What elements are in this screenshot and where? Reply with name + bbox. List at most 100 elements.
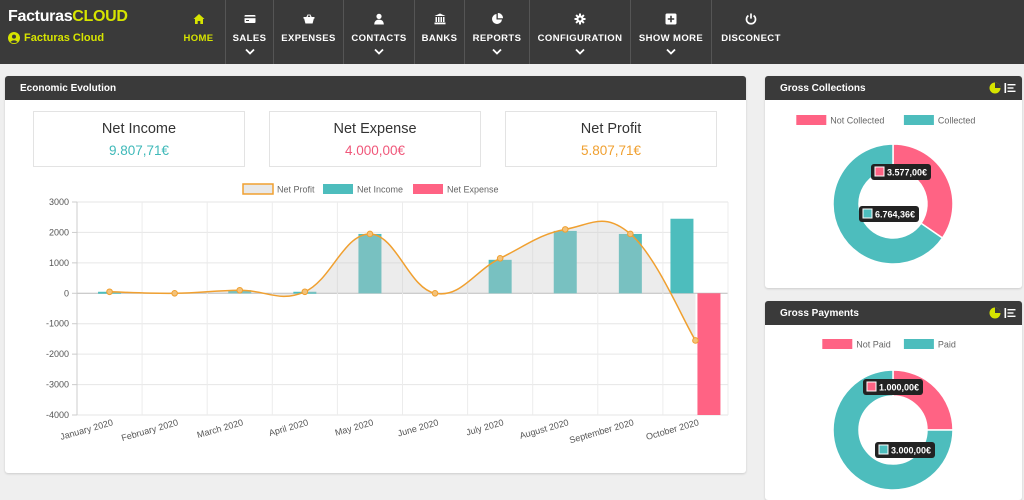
- nav-label: REPORTS: [472, 33, 522, 44]
- legend-label: Not Paid: [856, 340, 891, 350]
- chart-legend: Net Profit Net Income Net Expense: [242, 183, 499, 195]
- slice-tooltip: 1.000,00€: [863, 379, 923, 395]
- nav-reports[interactable]: REPORTS: [465, 0, 530, 64]
- donut: [832, 143, 954, 265]
- line-point: [561, 226, 569, 233]
- tooltip-value: 1.000,00€: [879, 383, 919, 393]
- nav-home[interactable]: HOME: [172, 0, 226, 64]
- line-area-fill: [109, 221, 696, 341]
- panel-tools: [989, 307, 1016, 319]
- gross-collections-panel: Gross Collections Not Collected Collected…: [765, 76, 1022, 288]
- slice-tooltip: 3.000,00€: [875, 442, 935, 458]
- nav-label: CONFIGURATION: [537, 33, 623, 44]
- chart-legend: Not Collected Collected: [796, 115, 975, 126]
- nav-label: HOME: [183, 33, 214, 44]
- gross-collections-chart: Not Collected Collected 3.577,00€ 6.764,36€: [796, 115, 975, 265]
- bar-net-income: [553, 230, 577, 294]
- line-point: [106, 288, 113, 296]
- economic-evolution-panel: Economic Evolution Net Income 9.807,71€ …: [5, 76, 746, 473]
- gear-icon: [574, 13, 586, 25]
- brand-name-part1: Facturas: [8, 8, 73, 25]
- top-navbar: FacturasCLOUD Facturas Cloud HOME SALES …: [0, 0, 1024, 64]
- list-icon[interactable]: [1004, 82, 1016, 94]
- line-point: [627, 230, 634, 238]
- chevron-down-icon: [492, 48, 502, 55]
- nav-sales[interactable]: SALES: [226, 0, 274, 64]
- user-circle-icon: [8, 32, 20, 44]
- x-tick-label: February 2020: [120, 417, 179, 443]
- brand[interactable]: FacturasCLOUD Facturas Cloud: [8, 8, 128, 44]
- account-name: Facturas Cloud: [24, 32, 105, 44]
- pie-icon: [492, 13, 503, 24]
- legend-label: Net Income: [357, 185, 403, 195]
- line-point: [692, 337, 699, 344]
- legend-label: Paid: [938, 340, 956, 350]
- tooltip-box: [863, 379, 923, 395]
- pie-chart-icon[interactable]: [989, 82, 1001, 94]
- kpi-net-income: Net Income 9.807,71€: [33, 111, 245, 167]
- y-tick-label: -2000: [46, 349, 69, 359]
- tooltip-swatch: [878, 444, 889, 455]
- plus-square-icon: [665, 13, 677, 25]
- kpi-value: 4.000,00€: [344, 143, 406, 158]
- x-tick-label: March 2020: [196, 417, 244, 440]
- brand-logo[interactable]: FacturasCLOUD: [8, 8, 128, 26]
- gross-payments-chart: Not Paid Paid 1.000,00€ 3.000,00€: [822, 339, 956, 491]
- x-tick-label: October 2020: [645, 417, 700, 442]
- nav-expenses[interactable]: EXPENSES: [274, 0, 344, 64]
- legend-label: Not Collected: [830, 116, 884, 126]
- basket-icon: [303, 14, 314, 24]
- kpi-value: 5.807,71€: [580, 143, 642, 158]
- bar-net-expense: [697, 293, 721, 415]
- x-tick-label: June 2020: [396, 417, 439, 438]
- tooltip-box: [871, 164, 931, 180]
- line-point: [366, 230, 374, 238]
- x-axis-labels: January 2020 February 2020 March 2020 April…: [59, 417, 700, 445]
- y-tick-label: 3000: [49, 197, 69, 207]
- x-tick-label: July 2020: [465, 417, 505, 437]
- panel-header: Gross Payments: [765, 301, 1022, 325]
- home-icon: [193, 14, 204, 24]
- tooltip-box: [859, 206, 919, 222]
- kpi-value: 9.807,71€: [108, 143, 170, 158]
- nav-label: EXPENSES: [281, 33, 336, 44]
- legend-label: Collected: [938, 116, 976, 126]
- tooltip-value: 3.577,00€: [887, 168, 927, 178]
- donut-slice: [832, 143, 944, 265]
- tooltip-box: [875, 442, 935, 458]
- chevron-down-icon: [244, 48, 255, 55]
- chart-legend: Not Paid Paid: [822, 339, 956, 350]
- economic-chart-svg: Net Profit Net Income Net Expense 3000 2000 1…: [46, 183, 729, 445]
- nav-banks[interactable]: BANKS: [415, 0, 465, 64]
- legend-swatch: [323, 184, 353, 194]
- slice-tooltip: 3.577,00€: [871, 164, 931, 180]
- kpi-title: Net Expense: [333, 121, 417, 137]
- x-tick-label: January 2020: [59, 417, 114, 442]
- tooltip-value: 3.000,00€: [891, 446, 931, 456]
- nav-label: SHOW MORE: [638, 33, 704, 44]
- nav-contacts[interactable]: CONTACTS: [344, 0, 415, 64]
- kpi-net-profit: Net Profit 5.807,71€: [505, 111, 717, 167]
- bar-net-income: [358, 233, 382, 294]
- y-tick-label: 2000: [49, 227, 69, 237]
- list-icon[interactable]: [1004, 307, 1016, 319]
- panel-header: Economic Evolution: [5, 76, 746, 100]
- line-net-profit: [109, 220, 697, 341]
- nav-configuration[interactable]: CONFIGURATION: [530, 0, 631, 64]
- card-icon: [244, 15, 255, 23]
- pie-chart-icon[interactable]: [989, 307, 1001, 319]
- nav-disconnect[interactable]: DISCONECT: [712, 0, 790, 64]
- slice-tooltip: 6.764,36€: [859, 206, 919, 222]
- brand-name-part2: CLOUD: [72, 8, 128, 25]
- x-tick-label: April 2020: [268, 417, 310, 438]
- panel-title: Gross Collections: [780, 82, 866, 94]
- x-tick-label: May 2020: [334, 417, 375, 438]
- legend-swatch: [413, 184, 443, 194]
- nav-show-more[interactable]: SHOW MORE: [631, 0, 712, 64]
- bar-net-income: [670, 218, 694, 294]
- account-link[interactable]: Facturas Cloud: [8, 32, 128, 44]
- line-point: [236, 286, 244, 294]
- y-tick-label: 0: [64, 288, 69, 298]
- panel-title: Economic Evolution: [20, 82, 117, 94]
- x-tick-label: September 2020: [568, 417, 635, 445]
